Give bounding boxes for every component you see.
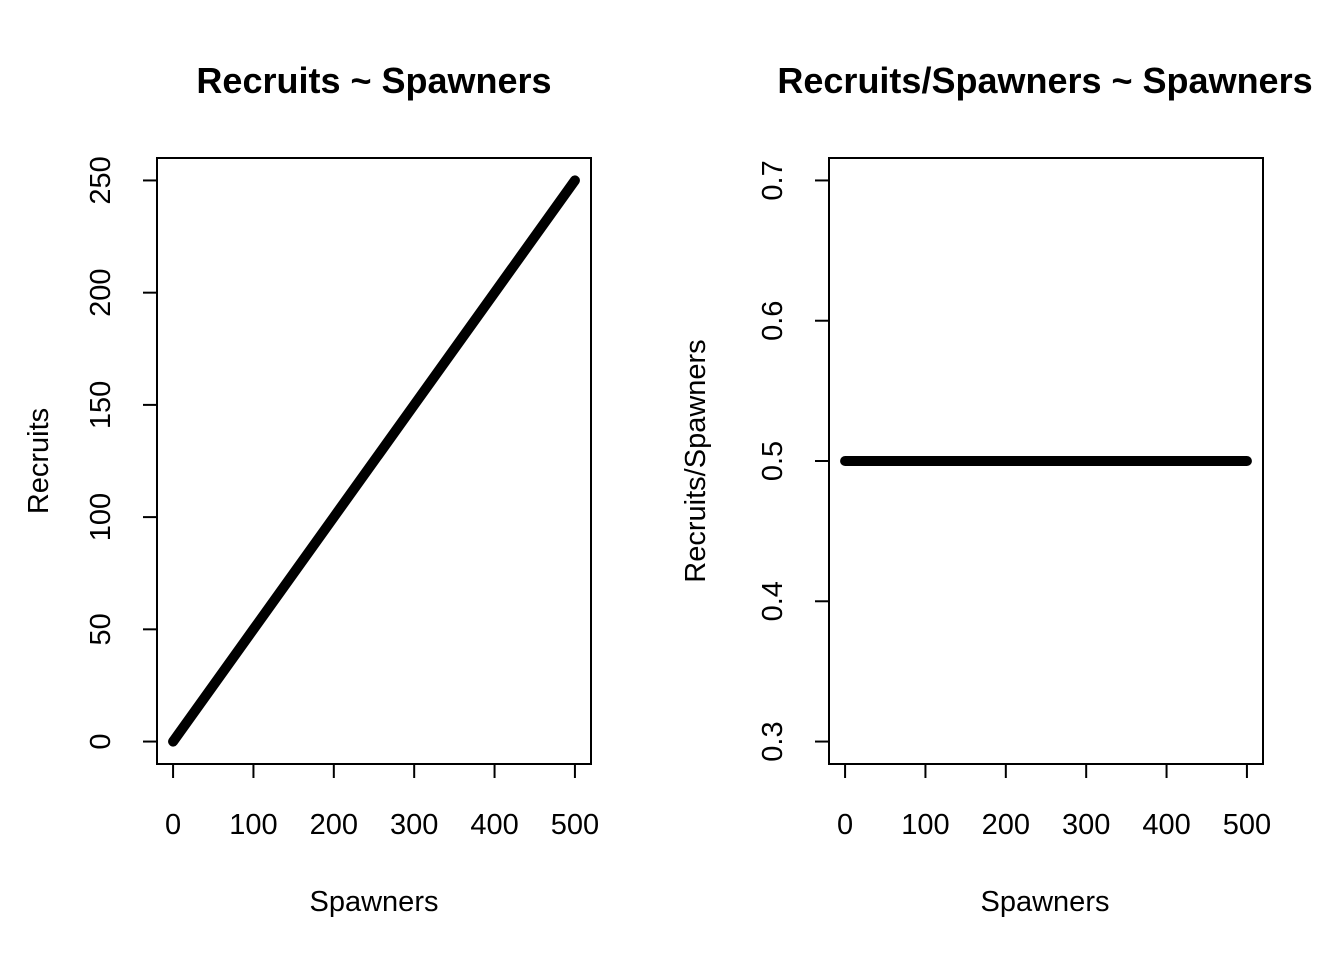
series-line xyxy=(168,175,580,747)
panel-recruits-vs-spawners: Recruits ~ Spawners Spawners Recruits 0 1… xyxy=(23,60,599,918)
x-tick-label: 500 xyxy=(1223,809,1271,841)
chart-title: Recruits/Spawners ~ Spawners xyxy=(777,60,1312,101)
plot-area: 0 100 200 300 400 500 0 50 100 150 200 250 xyxy=(85,156,599,841)
x-tick-label: 0 xyxy=(837,809,853,841)
panel-ratio-vs-spawners: Recruits/Spawners ~ Spawners Spawners Re… xyxy=(680,60,1313,918)
y-axis-label: Recruits xyxy=(23,408,55,514)
y-tick-label: 0 xyxy=(85,733,117,749)
y-tick-label: 200 xyxy=(85,268,117,316)
y-tick-label: 0.3 xyxy=(757,721,789,761)
x-tick-label: 400 xyxy=(1142,809,1190,841)
y-tick-label: 0.4 xyxy=(757,581,789,621)
y-tick-label: 250 xyxy=(85,156,117,204)
x-tick-label: 300 xyxy=(1062,809,1110,841)
x-tick-label: 0 xyxy=(165,809,181,841)
chart-title: Recruits ~ Spawners xyxy=(196,60,551,101)
x-tick-label: 200 xyxy=(310,809,358,841)
x-axis-label: Spawners xyxy=(310,886,439,918)
plot-area: 0 100 200 300 400 500 0.3 0.4 0.5 0.6 0.7 xyxy=(757,160,1271,841)
x-tick-label: 100 xyxy=(229,809,277,841)
x-tick-label: 400 xyxy=(470,809,518,841)
x-tick-label: 100 xyxy=(901,809,949,841)
y-axis-label: Recruits/Spawners xyxy=(680,339,712,582)
x-tick-label: 200 xyxy=(982,809,1030,841)
x-tick-label: 300 xyxy=(390,809,438,841)
y-tick-label: 50 xyxy=(85,613,117,645)
y-tick-label: 0.7 xyxy=(757,160,789,200)
y-tick-label: 0.5 xyxy=(757,441,789,481)
y-tick-label: 100 xyxy=(85,493,117,541)
y-tick-label: 0.6 xyxy=(757,301,789,341)
x-tick-label: 500 xyxy=(551,809,599,841)
y-tick-label: 150 xyxy=(85,381,117,429)
x-axis-label: Spawners xyxy=(981,886,1110,918)
